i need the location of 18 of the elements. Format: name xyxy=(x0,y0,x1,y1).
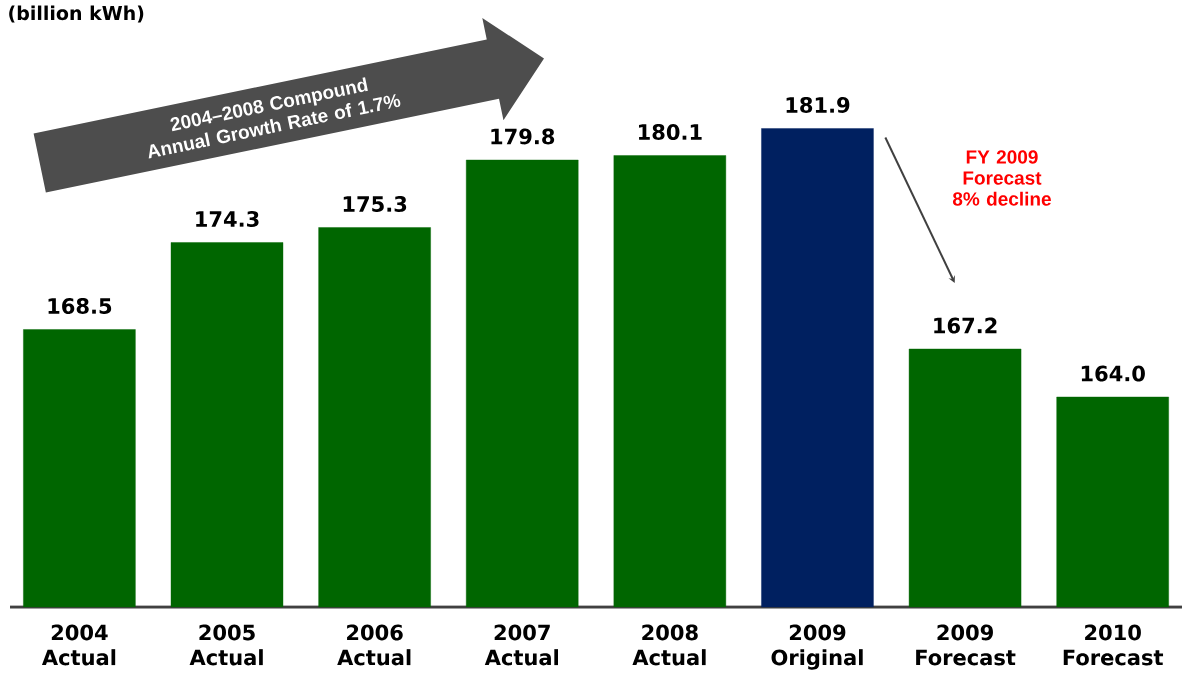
x-tick-label: 2010 Forecast xyxy=(1063,624,1164,666)
annotation: FY 2009 Forecast 8% decline xyxy=(952,150,1051,206)
x-tick-label: 2004 Actual xyxy=(41,624,116,666)
x-tick-label: 2008 Actual xyxy=(632,624,706,666)
data-label: 167.2 xyxy=(934,317,997,334)
text: (billion kWh) xyxy=(9,5,144,23)
data-label: 174.3 xyxy=(196,211,259,227)
data-label: 164.0 xyxy=(1081,365,1145,382)
data-label: 180.1 xyxy=(639,124,702,140)
data-label: 181.9 xyxy=(786,97,850,113)
data-label: 168.5 xyxy=(48,298,112,314)
x-tick-label: 2009 Forecast xyxy=(916,624,1016,666)
x-tick-label: 2009 Original xyxy=(771,624,863,670)
x-tick-label: 2006 Actual xyxy=(337,624,411,666)
data-label: 175.3 xyxy=(343,196,407,212)
data-label: 179.8 xyxy=(491,128,555,145)
x-tick-label: 2007 Actual xyxy=(484,624,559,666)
x-tick-label: 2005 Actual xyxy=(189,624,263,666)
